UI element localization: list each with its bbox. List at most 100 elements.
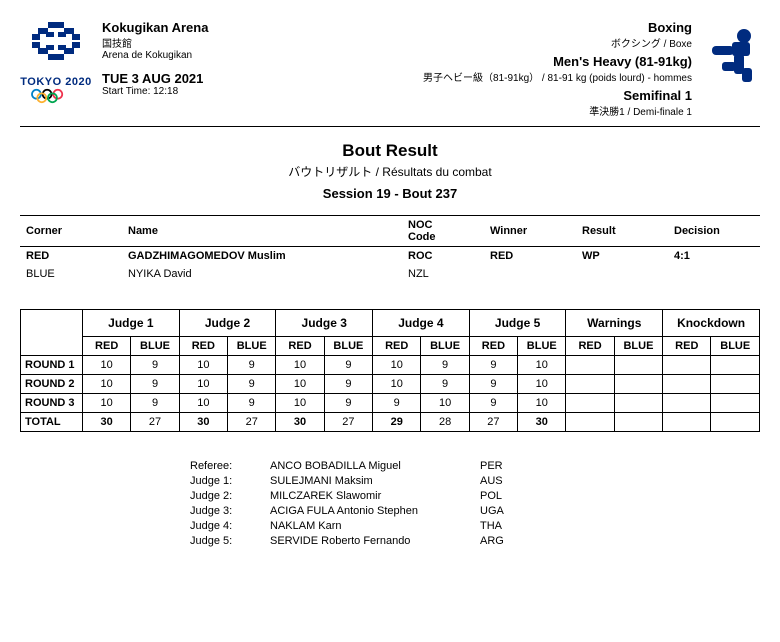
category-sub: 男子ヘビー級（81-91kg） / 81-91 kg (poids lourd)… [423, 69, 692, 84]
venue-name: Kokugikan Arena [102, 20, 208, 35]
col-noc: NOCCode [402, 216, 484, 247]
score-cell: 10 [518, 375, 566, 394]
score-cell: 9 [324, 394, 372, 413]
score-row: ROUND 1109109109109910 [21, 356, 760, 375]
subhead-blue: BLUE [711, 337, 760, 356]
subhead-blue: BLUE [518, 337, 566, 356]
subhead-red: RED [373, 337, 421, 356]
header-left: TOKYO 2020 Kokugikan Arena 国技館 Arena de … [20, 20, 208, 118]
subhead-red: RED [469, 337, 517, 356]
sec-j3: Judge 3 [276, 310, 373, 337]
cell-name: NYIKA David [122, 265, 402, 283]
cell-noc: NZL [402, 265, 484, 283]
title-session: Session 19 - Bout 237 [20, 186, 760, 201]
tokyo2020-logo: TOKYO 2020 [20, 20, 92, 118]
cell-result [576, 265, 668, 283]
cell-noc: ROC [402, 247, 484, 266]
sport-sub: ボクシング / Boxe [423, 35, 692, 50]
score-cell: 9 [324, 356, 372, 375]
row-label: ROUND 2 [21, 375, 83, 394]
official-name: ACIGA FULA Antonio Stephen [270, 505, 480, 517]
officials-list: Referee:ANCO BOBADILLA MiguelPERJudge 1:… [190, 460, 760, 547]
score-cell: 9 [131, 394, 179, 413]
score-cell [614, 375, 662, 394]
score-cell: 9 [469, 375, 517, 394]
col-decision: Decision [668, 216, 760, 247]
score-cell: 10 [518, 394, 566, 413]
score-cell: 9 [469, 356, 517, 375]
total-cell: 27 [228, 413, 276, 432]
score-cell: 9 [228, 394, 276, 413]
total-cell: 27 [469, 413, 517, 432]
event-info: Boxing ボクシング / Boxe Men's Heavy (81-91kg… [423, 20, 692, 118]
cell-decision [668, 265, 760, 283]
row-label: ROUND 1 [21, 356, 83, 375]
subhead-blue: BLUE [131, 337, 179, 356]
subhead-red: RED [276, 337, 324, 356]
score-cell [711, 375, 760, 394]
official-noc: UGA [480, 505, 530, 517]
total-cell [566, 413, 614, 432]
score-cell: 10 [83, 394, 131, 413]
score-cell: 9 [228, 356, 276, 375]
title-block: Bout Result バウトリザルト / Résultats du comba… [20, 141, 760, 201]
subhead-blue: BLUE [421, 337, 469, 356]
col-corner: Corner [20, 216, 122, 247]
score-cell [566, 375, 614, 394]
score-cell [614, 356, 662, 375]
official-noc: AUS [480, 475, 530, 487]
total-cell: 27 [131, 413, 179, 432]
scorecard-redblue-row: REDBLUEREDBLUEREDBLUEREDBLUEREDBLUEREDBL… [21, 337, 760, 356]
score-cell [711, 394, 760, 413]
score-cell [663, 375, 711, 394]
score-cell: 9 [131, 375, 179, 394]
official-noc: PER [480, 460, 530, 472]
score-cell: 10 [518, 356, 566, 375]
cell-winner: RED [484, 247, 576, 266]
score-cell [566, 356, 614, 375]
sec-j5: Judge 5 [469, 310, 566, 337]
sec-j1: Judge 1 [83, 310, 180, 337]
title-main: Bout Result [20, 141, 760, 161]
col-result: Result [576, 216, 668, 247]
score-cell: 9 [324, 375, 372, 394]
venue-info: Kokugikan Arena 国技館 Arena de Kokugikan T… [102, 20, 208, 118]
total-row: TOTAL30273027302729282730 [21, 413, 760, 432]
scorecard-table: Judge 1 Judge 2 Judge 3 Judge 4 Judge 5 … [20, 309, 760, 432]
total-cell: 27 [324, 413, 372, 432]
sport-name: Boxing [423, 20, 692, 35]
col-name: Name [122, 216, 402, 247]
score-cell [663, 394, 711, 413]
score-cell: 10 [83, 375, 131, 394]
official-row: Judge 4:NAKLAM KarnTHA [190, 520, 760, 532]
cell-corner: BLUE [20, 265, 122, 283]
official-row: Judge 5:SERVIDE Roberto FernandoARG [190, 535, 760, 547]
official-row: Judge 3:ACIGA FULA Antonio StephenUGA [190, 505, 760, 517]
score-row: ROUND 3109109109910910 [21, 394, 760, 413]
score-cell [663, 356, 711, 375]
score-cell: 9 [421, 375, 469, 394]
logo-text: TOKYO 2020 [20, 76, 92, 88]
official-role: Referee: [190, 460, 270, 472]
cell-name: GADZHIMAGOMEDOV Muslim [122, 247, 402, 266]
official-role: Judge 3: [190, 505, 270, 517]
cell-result: WP [576, 247, 668, 266]
scorecard-sections-row: Judge 1 Judge 2 Judge 3 Judge 4 Judge 5 … [21, 310, 760, 337]
score-row: ROUND 2109109109109910 [21, 375, 760, 394]
official-row: Referee:ANCO BOBADILLA MiguelPER [190, 460, 760, 472]
event-date: TUE 3 AUG 2021 [102, 71, 208, 86]
score-cell: 9 [228, 375, 276, 394]
score-cell: 9 [131, 356, 179, 375]
cell-corner: RED [20, 247, 122, 266]
subhead-blue: BLUE [614, 337, 662, 356]
total-cell: 30 [518, 413, 566, 432]
official-row: Judge 2:MILCZAREK SlawomirPOL [190, 490, 760, 502]
header-right: Boxing ボクシング / Boxe Men's Heavy (81-91kg… [423, 20, 760, 118]
col-winner: Winner [484, 216, 576, 247]
total-cell: 28 [421, 413, 469, 432]
score-cell [566, 394, 614, 413]
olympic-rings-icon [20, 88, 92, 104]
total-cell [711, 413, 760, 432]
subhead-red: RED [179, 337, 227, 356]
score-cell: 10 [179, 375, 227, 394]
